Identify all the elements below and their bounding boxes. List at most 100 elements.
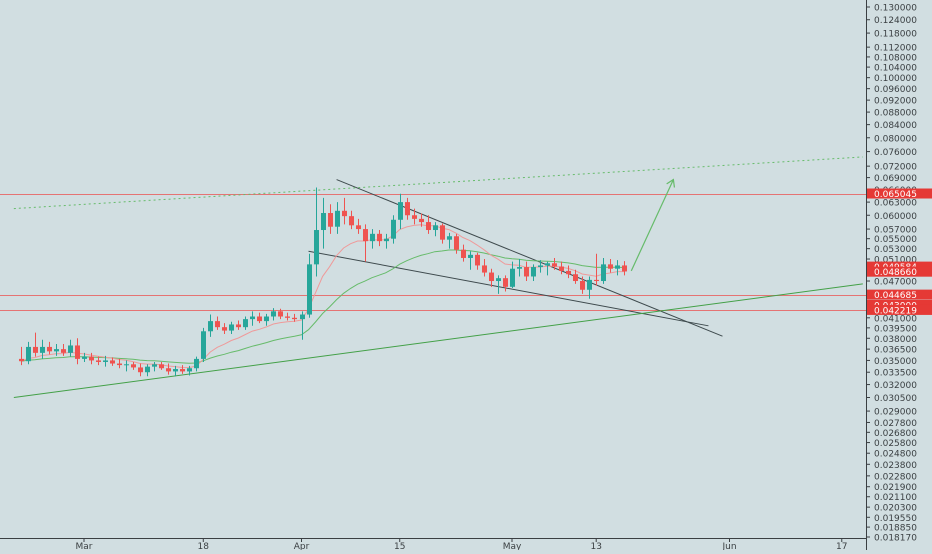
- candle[interactable]: [222, 323, 227, 335]
- candle[interactable]: [208, 314, 213, 337]
- candle[interactable]: [608, 259, 613, 273]
- candle[interactable]: [370, 229, 375, 249]
- candle[interactable]: [412, 208, 417, 225]
- candle[interactable]: [433, 222, 438, 237]
- candle[interactable]: [89, 352, 94, 365]
- price-badge-background: [867, 188, 932, 199]
- candle[interactable]: [419, 213, 424, 227]
- candle[interactable]: [524, 261, 529, 282]
- candle[interactable]: [349, 210, 354, 230]
- candle[interactable]: [292, 313, 297, 322]
- candle[interactable]: [335, 202, 340, 234]
- candle[interactable]: [510, 261, 515, 288]
- candle[interactable]: [236, 320, 241, 330]
- candle[interactable]: [552, 257, 557, 270]
- candle[interactable]: [257, 312, 262, 324]
- trendline[interactable]: [13, 283, 863, 398]
- candle[interactable]: [447, 232, 452, 249]
- candle[interactable]: [398, 193, 403, 230]
- candle[interactable]: [314, 187, 319, 277]
- candle[interactable]: [594, 253, 599, 286]
- candle[interactable]: [538, 260, 543, 273]
- candle[interactable]: [454, 233, 459, 254]
- candle[interactable]: [33, 332, 38, 357]
- candle[interactable]: [19, 346, 24, 366]
- candle[interactable]: [615, 260, 620, 276]
- candle[interactable]: [503, 275, 508, 292]
- candle[interactable]: [145, 364, 150, 377]
- candle[interactable]: [601, 257, 606, 284]
- candle[interactable]: [356, 218, 361, 234]
- candle[interactable]: [180, 365, 185, 374]
- candle[interactable]: [622, 261, 627, 276]
- candle[interactable]: [131, 361, 136, 370]
- candle[interactable]: [54, 344, 59, 356]
- candle[interactable]: [377, 230, 382, 247]
- candle-body: [608, 264, 613, 269]
- candle[interactable]: [40, 339, 45, 359]
- candle[interactable]: [285, 312, 290, 321]
- candle[interactable]: [573, 269, 578, 284]
- candle[interactable]: [307, 253, 312, 318]
- candle[interactable]: [426, 215, 431, 234]
- dotted-channel-line[interactable]: [13, 156, 863, 210]
- projection-arrow[interactable]: [630, 179, 674, 272]
- candle[interactable]: [47, 341, 52, 355]
- price-tick-label: 0.025800: [874, 439, 917, 449]
- candle[interactable]: [580, 276, 585, 294]
- candle[interactable]: [264, 313, 269, 326]
- candle[interactable]: [82, 352, 87, 362]
- candle[interactable]: [61, 344, 66, 356]
- candle[interactable]: [496, 275, 501, 294]
- candle[interactable]: [391, 215, 396, 244]
- candle[interactable]: [405, 197, 410, 220]
- candle[interactable]: [103, 355, 108, 367]
- candle[interactable]: [138, 363, 143, 377]
- candle[interactable]: [545, 261, 550, 276]
- candle[interactable]: [75, 338, 80, 365]
- candle[interactable]: [559, 261, 564, 275]
- candle[interactable]: [271, 308, 276, 321]
- candle-body: [587, 279, 592, 290]
- candle[interactable]: [166, 363, 171, 375]
- candle[interactable]: [26, 341, 31, 365]
- candle[interactable]: [587, 276, 592, 299]
- candle[interactable]: [117, 358, 122, 369]
- candle[interactable]: [475, 252, 480, 270]
- candle[interactable]: [278, 308, 283, 320]
- candle[interactable]: [110, 357, 115, 366]
- candle[interactable]: [201, 327, 206, 362]
- candle[interactable]: [300, 311, 305, 340]
- candle[interactable]: [468, 251, 473, 270]
- candle[interactable]: [250, 311, 255, 326]
- candle[interactable]: [489, 268, 494, 287]
- candle[interactable]: [566, 265, 571, 279]
- candle[interactable]: [440, 223, 445, 244]
- candle[interactable]: [517, 259, 522, 277]
- candle[interactable]: [531, 264, 536, 282]
- candle[interactable]: [159, 361, 164, 370]
- candle[interactable]: [363, 224, 368, 262]
- candle[interactable]: [229, 321, 234, 335]
- candle[interactable]: [328, 204, 333, 234]
- candle[interactable]: [482, 259, 487, 277]
- candle[interactable]: [194, 356, 199, 372]
- candle[interactable]: [461, 244, 466, 262]
- candle-body: [96, 360, 101, 362]
- candle[interactable]: [152, 361, 157, 372]
- price-tick-label: 0.084000: [874, 121, 917, 131]
- candle[interactable]: [342, 197, 347, 225]
- candle[interactable]: [384, 233, 389, 249]
- candle[interactable]: [215, 316, 220, 330]
- candle-body: [552, 263, 557, 267]
- candle[interactable]: [187, 365, 192, 376]
- price-axis[interactable]: 0.130000 0.124000 0.118000 0.1120000.108000…: [866, 4, 917, 544]
- candle[interactable]: [124, 360, 129, 372]
- time-axis[interactable]: Mar 18 Apr 15 May 13 Jun 17: [76, 538, 848, 552]
- candle[interactable]: [321, 197, 326, 249]
- candle[interactable]: [243, 316, 248, 330]
- candle[interactable]: [173, 365, 178, 377]
- candle[interactable]: [96, 356, 101, 366]
- candle[interactable]: [68, 339, 73, 357]
